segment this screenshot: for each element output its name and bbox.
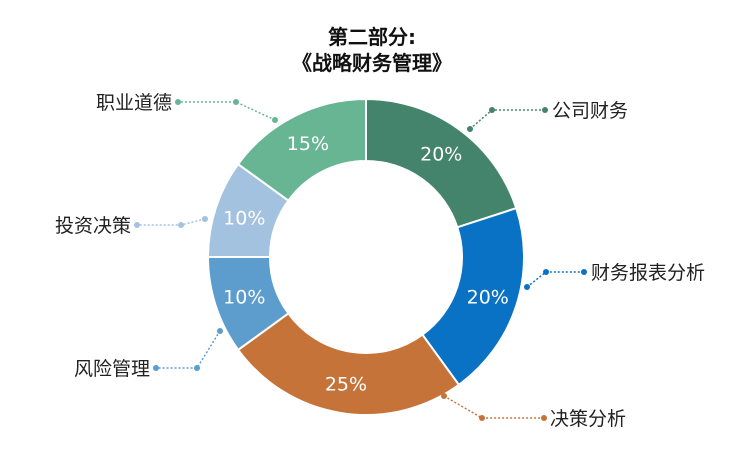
- callout-dot-5-0: [272, 117, 278, 123]
- category-label-1: 财务报表分析: [591, 262, 705, 284]
- callout-dot-5-1: [233, 99, 239, 105]
- chart-title-line-1: 第二部分:: [328, 25, 416, 49]
- callout-line-3: [156, 330, 221, 369]
- callout-dot-5-2: [175, 99, 181, 105]
- slice-value-label-3: 10%: [223, 287, 265, 309]
- callout-line-4: [137, 218, 206, 226]
- callout-dot-2-1: [479, 415, 485, 421]
- callout-dot-1-2: [581, 269, 587, 275]
- donut-slice-5: [236, 97, 367, 202]
- callout-dot-3-2: [153, 365, 159, 371]
- slice-value-label-0: 20%: [420, 143, 462, 165]
- slice-labels-group: 20% 20% 25% 10% 10% 15%: [223, 133, 509, 395]
- callout-dot-0-2: [542, 107, 548, 113]
- category-label-5: 职业道德: [96, 92, 172, 114]
- category-label-4: 投资决策: [55, 215, 131, 237]
- callout-dot-4-2: [134, 222, 140, 228]
- chart-title-line-2: 《战略财务管理》: [292, 51, 452, 75]
- callout-dot-2-2: [541, 415, 547, 421]
- callout-dot-1-0: [524, 284, 530, 290]
- donut-slice-2: [236, 312, 461, 416]
- callout-dot-4-0: [202, 216, 208, 222]
- callout-line-0: [469, 109, 545, 130]
- callout-dot-3-0: [217, 328, 223, 334]
- callout-dot-0-1: [489, 107, 495, 113]
- slice-value-label-4: 10%: [223, 207, 265, 229]
- category-label-3: 风险管理: [74, 358, 150, 380]
- slice-value-label-5: 15%: [287, 133, 329, 155]
- slice-value-label-1: 20%: [467, 287, 509, 309]
- callout-line-1: [526, 271, 584, 288]
- category-label-2: 决策分析: [550, 408, 626, 430]
- callout-line-2: [443, 395, 544, 419]
- callout-dot-3-1: [194, 365, 200, 371]
- callout-dot-2-0: [441, 393, 447, 399]
- slice-value-label-2: 25%: [325, 373, 367, 395]
- slices-group: [206, 97, 525, 416]
- category-label-0: 公司财务: [552, 100, 628, 122]
- callout-dot-1-1: [543, 269, 549, 275]
- callout-dot-4-1: [178, 222, 184, 228]
- callout-dot-0-0: [467, 126, 473, 132]
- callout-line-5: [178, 101, 276, 121]
